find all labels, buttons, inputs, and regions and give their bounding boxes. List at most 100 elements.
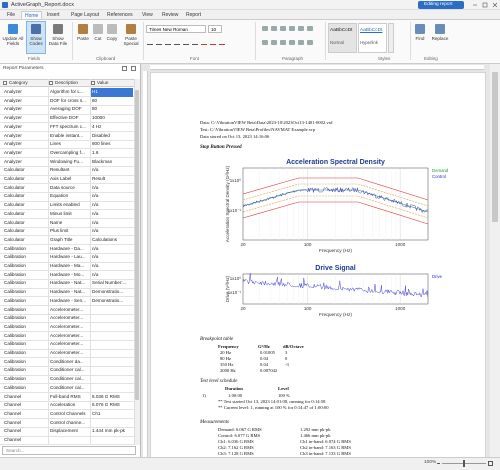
category-cell[interactable]: Calibration (4, 358, 26, 364)
category-cell[interactable]: Calibration (4, 289, 26, 295)
category-cell[interactable]: Calibration (4, 271, 26, 277)
parameter-cell[interactable]: Conditioner da... (50, 358, 84, 364)
parameter-cell[interactable]: n/a (92, 228, 99, 234)
parameter-cell[interactable]: Accelerometer... (50, 315, 84, 321)
category-cell[interactable]: Calibration (4, 341, 26, 347)
ribbon-button[interactable]: Show Codes (29, 36, 43, 46)
parameter-cell[interactable]: Full-band RMS (50, 393, 81, 399)
menu-tab[interactable]: Page Layout (71, 12, 100, 18)
format-button[interactable] (192, 39, 198, 45)
parameter-cell[interactable]: n/a (92, 193, 99, 199)
category-cell[interactable]: Calibration (4, 350, 26, 355)
category-cell[interactable]: Calibration (4, 263, 26, 268)
parameter-cell[interactable]: Ch1 (92, 410, 101, 416)
ribbon-button[interactable]: Find (415, 36, 425, 41)
parameter-cell[interactable]: Algorithm for L... (50, 89, 84, 94)
category-cell[interactable]: Calibration (4, 306, 26, 312)
document-scroll-thumb[interactable] (492, 72, 498, 222)
column-checkbox[interactable] (49, 81, 53, 85)
ribbon-button[interactable]: Copy (106, 36, 118, 41)
font-name-box[interactable]: Times New Roman (146, 25, 206, 33)
parameter-cell[interactable]: n/a (92, 167, 99, 173)
parameter-cell[interactable]: Limits enabled (50, 202, 80, 208)
parameter-cell[interactable]: Lines (50, 141, 61, 147)
column-header[interactable]: Category (9, 80, 28, 85)
menu-tab[interactable]: Insert (47, 12, 60, 18)
search-box[interactable]: Search... (2, 446, 136, 455)
parameter-cell[interactable]: Demonstratio... (92, 289, 124, 295)
category-cell[interactable]: Analyzer (4, 132, 22, 138)
parameter-cell[interactable]: Accelerometer... (50, 332, 84, 338)
category-cell[interactable]: Calibration (4, 245, 26, 251)
menu-tab[interactable]: References (107, 12, 133, 18)
category-cell[interactable]: Calibration (4, 280, 26, 286)
format-button[interactable] (147, 39, 153, 45)
parameter-cell[interactable]: Effective DOF (50, 115, 79, 121)
category-cell[interactable]: Analyzer (4, 149, 22, 155)
parameter-cell[interactable]: 6.036 G RMS (92, 393, 120, 399)
parameter-cell[interactable]: Conditioner cal... (50, 384, 85, 390)
parameter-cell[interactable]: H1 (90, 88, 133, 97)
category-cell[interactable]: Calibration (4, 384, 26, 390)
parameter-cell[interactable]: Calculations (92, 236, 118, 242)
column-checkbox[interactable] (3, 81, 7, 85)
category-cell[interactable]: Calculator (4, 228, 25, 234)
category-cell[interactable]: Analyzer (4, 106, 22, 112)
parameter-cell[interactable]: 4 Hz (92, 123, 102, 129)
parameter-cell[interactable]: Control Channels (50, 410, 86, 416)
format-button[interactable] (219, 39, 225, 45)
panel-close[interactable] (131, 66, 136, 71)
parameter-cell[interactable]: Plus limit (50, 228, 69, 234)
parameter-cell[interactable]: Graph Title (50, 236, 73, 242)
category-cell[interactable]: Channel (4, 402, 22, 408)
parameter-cell[interactable]: Hardware - Nat... (50, 289, 85, 295)
parameter-cell[interactable]: 80 (92, 97, 98, 103)
ribbon-button[interactable]: Show Data File (48, 36, 68, 46)
parameter-cell[interactable]: FFT spectrum c... (50, 123, 86, 129)
category-cell[interactable]: Analyzer (4, 89, 22, 94)
zoom-thumb[interactable] (463, 460, 465, 467)
parameter-cell[interactable]: 1.6 (92, 149, 99, 155)
parameter-cell[interactable]: Serial Number:... (92, 280, 127, 286)
menu-tab[interactable]: Home (21, 11, 43, 19)
parameter-cell[interactable]: Conditioner cal... (50, 367, 85, 373)
parameter-cell[interactable]: n/a (92, 263, 99, 268)
category-cell[interactable]: Calibration (4, 376, 26, 382)
parameter-cell[interactable]: Name (50, 219, 63, 225)
style-tile[interactable] (358, 23, 387, 53)
window-controls[interactable] (470, 0, 500, 10)
format-button[interactable] (183, 39, 189, 45)
parameter-cell[interactable]: Displacement (50, 428, 78, 434)
parameter-cell[interactable]: 6.076 G RMS (92, 402, 120, 408)
column-header[interactable]: Description (55, 80, 78, 85)
category-cell[interactable]: Calculator (4, 202, 25, 208)
parameter-cell[interactable]: n/a (92, 245, 99, 251)
category-cell[interactable]: Analyzer (4, 123, 22, 129)
category-cell[interactable]: Calculator (4, 210, 25, 216)
mode-button[interactable]: Editing report (418, 1, 464, 9)
parameter-cell[interactable]: Averaging DOF (50, 106, 82, 112)
parameter-cell[interactable]: Enable instant... (50, 132, 83, 138)
parameter-cell[interactable]: Conditioner cal... (50, 376, 85, 382)
category-cell[interactable]: Calibration (4, 297, 26, 303)
parameter-cell[interactable]: Hardware - Nat... (50, 280, 85, 286)
parameter-cell[interactable]: Control channe... (50, 419, 85, 425)
category-cell[interactable]: Calculator (4, 219, 25, 225)
category-cell[interactable]: Analyzer (4, 97, 22, 103)
parameter-cell[interactable]: Disabled (92, 132, 110, 138)
parameter-cell[interactable]: Equation (50, 193, 69, 199)
parameter-cell[interactable]: 80 (92, 106, 98, 112)
category-cell[interactable]: Calibration (4, 323, 26, 329)
parameter-cell[interactable]: Accelerometer... (50, 350, 84, 355)
category-cell[interactable]: Calibration (4, 315, 26, 321)
parameter-cell[interactable]: n/a (92, 254, 99, 260)
parameter-cell[interactable]: Axis Label (50, 176, 72, 181)
category-cell[interactable]: Calculator (4, 236, 25, 242)
parameter-cell[interactable]: Accelerometer... (50, 306, 84, 312)
format-button[interactable] (174, 39, 180, 45)
ribbon-button[interactable]: Paste Special (123, 36, 139, 46)
parameter-cell[interactable]: Hardware - Sen... (50, 297, 86, 303)
parameter-cell[interactable]: 800 lines (92, 141, 111, 147)
category-cell[interactable]: Analyzer (4, 158, 22, 164)
category-cell[interactable]: Channel (4, 437, 22, 442)
